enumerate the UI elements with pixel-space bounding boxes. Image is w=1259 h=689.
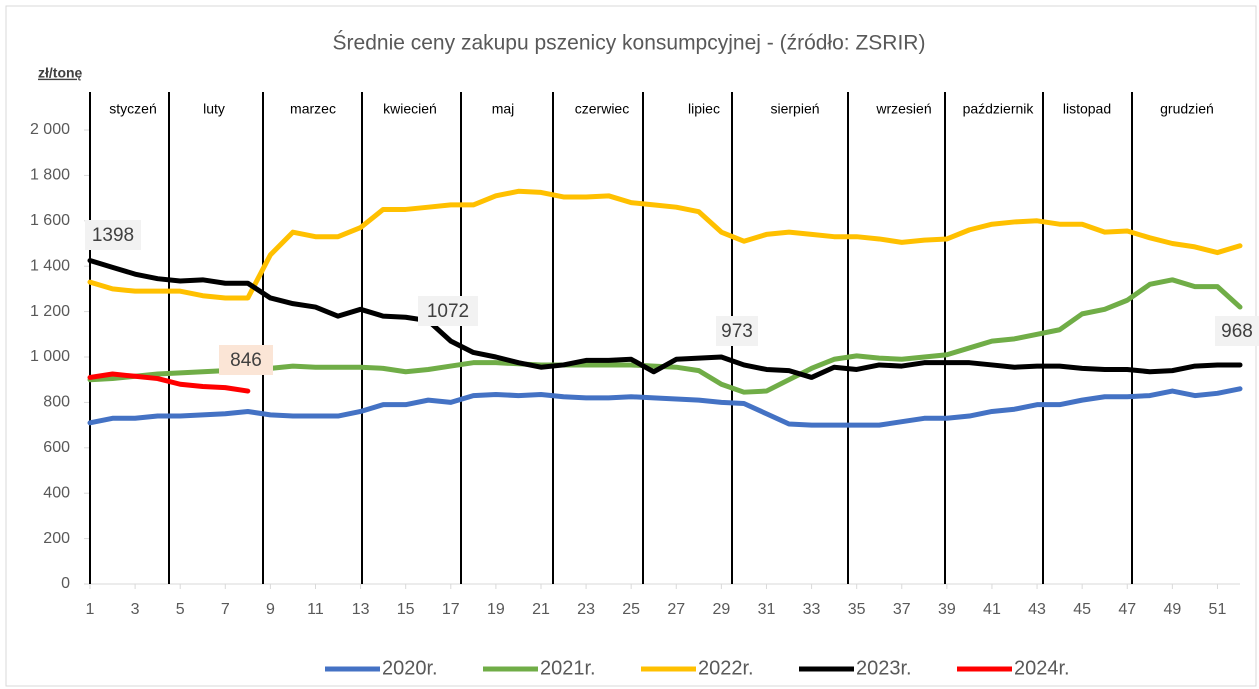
x-tick-label: 43 [1028,601,1046,618]
y-tick-label: 1 800 [30,167,70,184]
x-tick-label: 51 [1209,601,1227,618]
month-label: sierpień [770,101,819,117]
legend-label: 2021r. [540,657,596,679]
x-tick-label: 7 [221,601,230,618]
y-tick-label: 1 000 [30,348,70,365]
y-tick-label: 1 400 [30,257,70,274]
x-tick-label: 15 [397,601,415,618]
y-axis-unit: zł/tonę [38,65,83,81]
x-tick-label: 49 [1163,601,1181,618]
x-tick-label: 31 [758,601,776,618]
annotation: 846 [230,350,262,371]
x-tick-label: 11 [307,601,324,618]
y-tick-label: 1 600 [30,212,70,229]
x-tick-label: 33 [803,601,821,618]
y-tick-label: 600 [43,439,70,456]
x-tick-label: 41 [983,601,1001,618]
month-label: marzec [290,101,336,117]
month-label: październik [963,101,1035,117]
month-label: listopad [1063,101,1111,117]
x-tick-label: 47 [1118,601,1136,618]
y-tick-label: 0 [61,575,70,592]
x-tick-label: 45 [1073,601,1091,618]
month-label: grudzień [1160,101,1214,117]
series-line [87,258,1243,380]
y-tick-label: 400 [43,484,70,501]
annotation-box [418,296,478,326]
x-tick-label: 21 [532,601,550,618]
x-tick-label: 35 [848,601,866,618]
x-tick-label: 25 [622,601,640,618]
y-tick-label: 2 000 [30,121,70,138]
month-label: czerwiec [575,101,629,117]
month-label: styczeń [109,101,156,117]
x-tick-label: 19 [487,601,505,618]
x-tick-label: 23 [577,601,595,618]
month-label: wrzesień [875,101,931,117]
x-tick-label: 39 [938,601,956,618]
x-tick-label: 29 [712,601,730,618]
month-label: lipiec [688,101,720,117]
x-tick-label: 5 [176,601,185,618]
x-tick-label: 27 [667,601,685,618]
annotation: 1072 [427,301,469,322]
y-tick-label: 800 [43,394,70,411]
legend-label: 2022r. [698,657,754,679]
legend-label: 2020r. [382,657,438,679]
chart-title: Średnie ceny zakupu pszenicy konsumpcyjn… [333,31,926,55]
chart-border [5,5,1257,687]
y-tick-label: 1 200 [30,303,70,320]
month-label: maj [492,101,515,117]
month-label: kwiecień [383,101,437,117]
x-tick-label: 9 [266,601,275,618]
annotation-box [1215,316,1259,346]
x-tick-label: 37 [893,601,911,618]
series-line [87,188,1243,301]
annotation: 1398 [92,225,134,246]
x-tick-label: 17 [442,601,460,618]
annotation: 973 [721,321,753,342]
annotation-box [85,220,141,250]
x-tick-label: 1 [86,601,95,618]
series-line [87,371,251,394]
x-tick-label: 3 [131,601,140,618]
y-tick-label: 200 [43,530,70,547]
legend-label: 2023r. [856,657,912,679]
series-line [87,386,1243,428]
x-tick-label: 13 [352,601,370,618]
annotation: 968 [1221,321,1253,342]
annotation-box [219,345,273,375]
month-label: luty [203,101,225,117]
legend-label: 2024r. [1014,657,1070,679]
annotation-box [716,316,758,346]
